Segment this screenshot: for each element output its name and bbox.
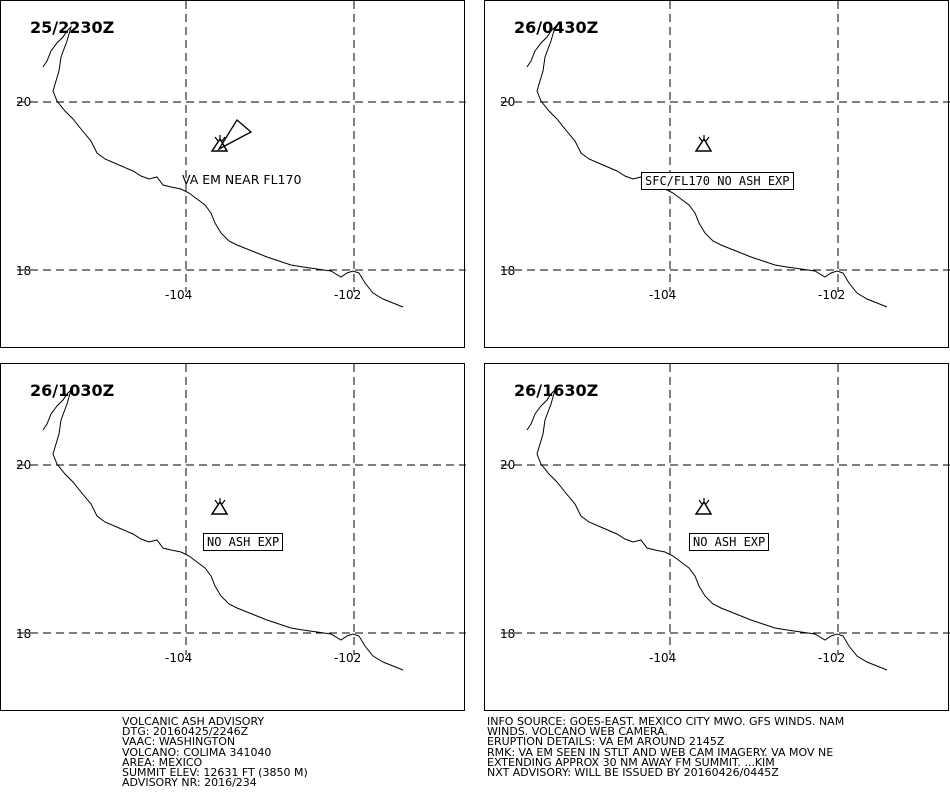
lon-label-102: -102 [818, 288, 846, 302]
advisory-details-block: INFO SOURCE: GOES-EAST. MEXICO CITY MWO.… [487, 715, 845, 779]
footer-line: RMK: VA EM SEEN IN STLT AND WEB CAM IMAG… [487, 745, 834, 759]
lon-label-102: -102 [818, 651, 846, 665]
volcano-icon [694, 498, 713, 515]
volcano-plume-stroke [705, 136, 710, 142]
lon-label-102: -102 [334, 288, 362, 302]
grid-lines [501, 1, 950, 292]
volcano-plume-stroke [698, 136, 703, 142]
volcano-plume-stroke [221, 136, 226, 142]
volcano-plume-stroke [214, 136, 219, 142]
map-canvas-4 [501, 364, 950, 671]
lon-label-104: -104 [649, 288, 677, 302]
lon-label-102: -102 [334, 651, 362, 665]
map-canvas-3 [17, 364, 466, 671]
grid-lines [17, 364, 466, 655]
lat-label-18: 18 [16, 264, 32, 278]
coastline [526, 388, 888, 671]
lat-label-20: 20 [16, 95, 32, 109]
volcano-triangle [210, 137, 229, 152]
footer-line: DTG: 20160425/2246Z [122, 725, 249, 739]
volcano-plume-stroke [221, 499, 226, 505]
valid-time-label: 26/1030Z [30, 381, 115, 400]
footer-line: VOLCANIC ASH ADVISORY [122, 715, 265, 728]
map-canvas-1 [17, 1, 466, 308]
lon-label-104: -104 [165, 288, 193, 302]
forecast-panel-2: 26/0430Z 20 18 -104 -102 SFC/FL170 NO AS… [484, 0, 950, 348]
footer-line: INFO SOURCE: GOES-EAST. MEXICO CITY MWO.… [487, 715, 845, 728]
advisory-header-block: VOLCANIC ASH ADVISORY DTG: 20160425/2246… [122, 715, 308, 790]
coastline [526, 25, 888, 308]
volcano-triangle [210, 500, 229, 515]
coastline [42, 25, 404, 308]
grid-lines [501, 364, 950, 655]
valid-time-label: 26/0430Z [514, 18, 599, 37]
lon-label-104: -104 [649, 651, 677, 665]
volcano-icon [694, 135, 713, 152]
footer-line: ADVISORY NR: 2016/234 [122, 776, 257, 790]
coastline [42, 388, 404, 671]
lat-label-20: 20 [16, 458, 32, 472]
grid-lines [17, 1, 466, 292]
footer-line: AREA: MEXICO [122, 755, 203, 769]
valid-time-label: 26/1630Z [514, 381, 599, 400]
ash-status-label: NO ASH EXP [689, 533, 770, 551]
volcano-plume-stroke [705, 499, 710, 505]
volcano-triangle [694, 500, 713, 515]
lat-label-18: 18 [500, 627, 516, 641]
ash-status-label: VA EM NEAR FL170 [182, 172, 302, 187]
footer-line: VAAC: WASHINGTON [122, 735, 236, 749]
footer-line: NXT ADVISORY: WILL BE ISSUED BY 20160426… [487, 765, 779, 779]
valid-time-label: 25/2230Z [30, 18, 115, 37]
lat-label-18: 18 [16, 627, 32, 641]
volcano-plume-stroke [698, 499, 703, 505]
lat-label-20: 20 [500, 95, 516, 109]
footer-line: ERUPTION DETAILS: VA EM AROUND 2145Z [487, 735, 725, 749]
volcano-icon [210, 135, 229, 152]
ash-status-label: NO ASH EXP [203, 533, 284, 551]
ash-plume-icon [217, 119, 253, 151]
forecast-panel-3: 26/1030Z 20 18 -104 -102 NO ASH EXP [0, 363, 466, 711]
footer-line: EXTENDING APPROX 30 NM AWAY FM SUMMIT. .… [487, 755, 775, 769]
volcano-icon [210, 498, 229, 515]
footer-line: SUMMIT ELEV: 12631 FT (3850 M) [122, 765, 308, 779]
lon-label-104: -104 [165, 651, 193, 665]
volcano-plume-stroke [214, 499, 219, 505]
ash-cloud-polygon [217, 119, 253, 151]
ash-status-label: SFC/FL170 NO ASH EXP [641, 172, 794, 190]
forecast-panel-1: 25/2230Z 20 18 -104 -102 VA EM NEAR FL17… [0, 0, 466, 348]
lat-label-20: 20 [500, 458, 516, 472]
footer-line: VOLCANO: COLIMA 341040 [122, 745, 272, 759]
footer-line: WINDS. VOLCANO WEB CAMERA. [487, 725, 669, 739]
volcano-triangle [694, 137, 713, 152]
lat-label-18: 18 [500, 264, 516, 278]
forecast-panel-4: 26/1630Z 20 18 -104 -102 NO ASH EXP [484, 363, 950, 711]
